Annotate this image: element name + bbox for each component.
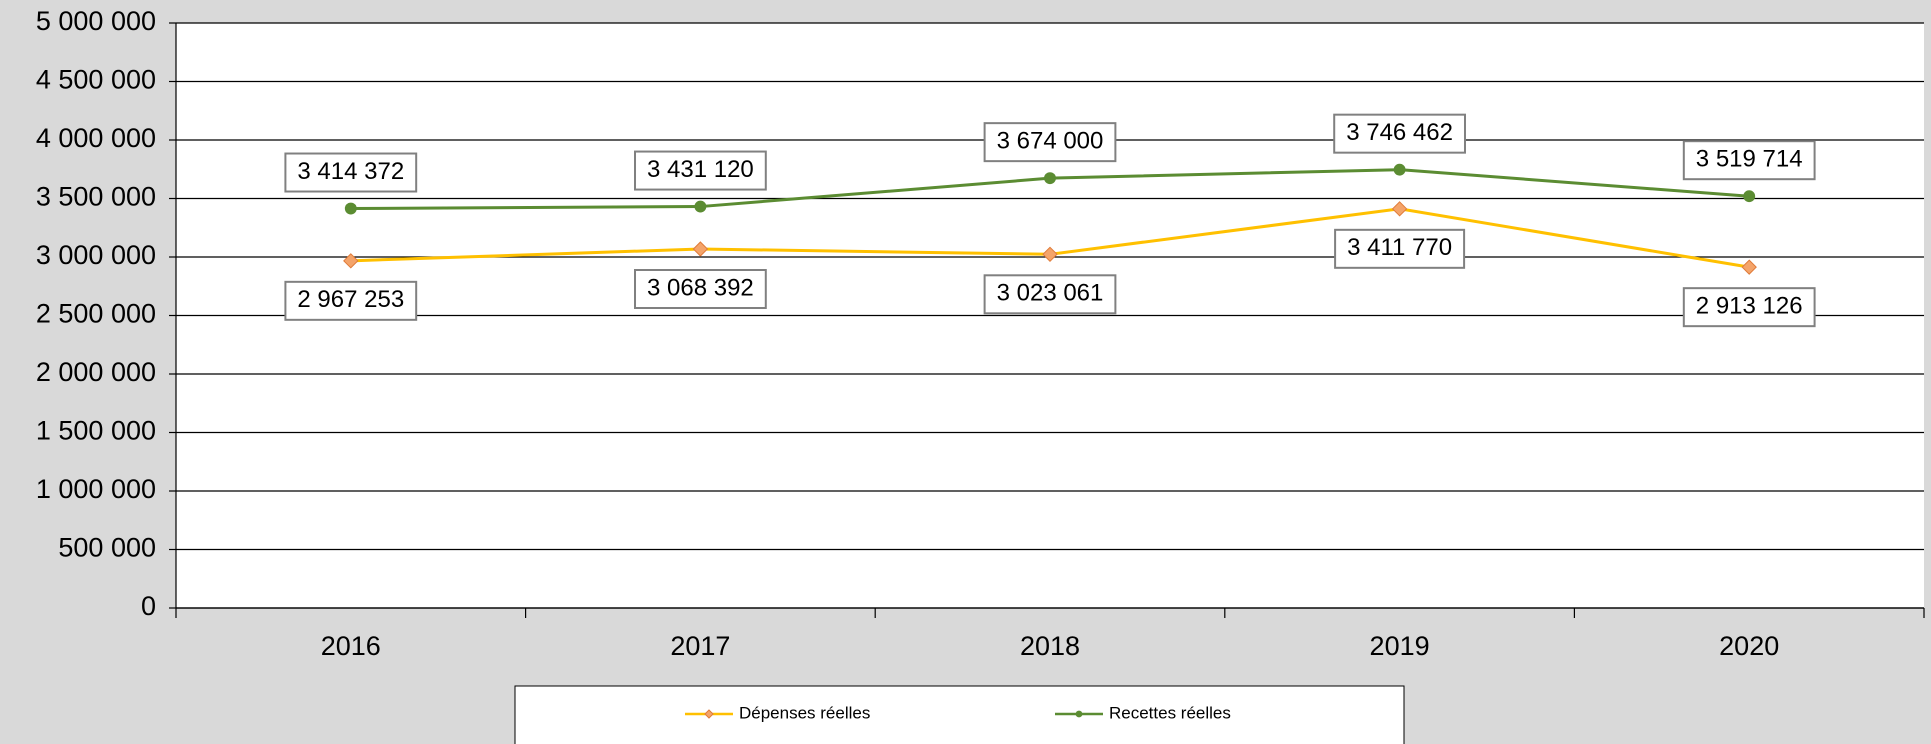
legend-marker [704,709,714,719]
data-point [1741,259,1757,275]
data-label-box [983,122,1117,163]
legend-label: Dépenses réelles [739,703,870,722]
data-label-box [634,150,767,191]
data-point [694,200,707,213]
data-label-box [284,280,418,321]
data-point [1743,190,1756,203]
y-tick-label: 3 000 000 [36,240,156,270]
data-label: 3 068 392 [647,274,754,301]
y-tick-label: 1 500 000 [36,416,156,446]
data-label: 2 913 126 [1696,293,1803,320]
data-label-box [1682,287,1816,328]
x-tick-label: 2019 [1370,631,1430,661]
data-label: 3 746 462 [1346,119,1453,146]
x-tick-label: 2017 [670,631,730,661]
data-label: 3 674 000 [997,127,1104,154]
data-label: 3 023 061 [997,280,1104,307]
data-point [344,202,357,215]
data-label: 2 967 253 [297,286,404,313]
data-point [1042,246,1058,263]
data-label-box [634,268,767,309]
y-tick-label: 500 000 [58,533,156,563]
data-label-box [1333,113,1466,154]
data-point [1391,201,1408,217]
data-point [1044,172,1056,185]
data-label-box [983,274,1117,315]
y-tick-label: 2 000 000 [36,357,156,387]
x-tick-label: 2018 [1020,631,1080,661]
data-label-box [284,152,418,193]
y-tick-label: 0 [141,591,156,621]
x-tick-label: 2020 [1719,631,1779,661]
legend-label: Recettes réelles [1109,703,1231,722]
x-tick-label: 2016 [321,631,381,661]
data-label: 3 411 770 [1347,234,1452,261]
legend [514,685,1405,744]
y-tick-label: 1 000 000 [36,474,156,504]
data-label: 3 519 714 [1696,146,1803,173]
data-point [692,241,709,257]
data-label-box [1682,140,1816,181]
y-tick-label: 3 500 000 [36,182,156,212]
data-point [343,253,359,269]
data-label: 3 431 120 [647,156,754,183]
y-tick-label: 5 000 000 [36,6,156,36]
data-label: 3 414 372 [297,158,404,185]
data-point [1393,163,1406,176]
legend-marker [1075,710,1083,718]
y-tick-label: 4 500 000 [36,65,156,95]
y-tick-label: 2 500 000 [36,299,156,329]
y-tick-label: 4 000 000 [36,123,156,153]
data-label-box [1334,228,1466,269]
